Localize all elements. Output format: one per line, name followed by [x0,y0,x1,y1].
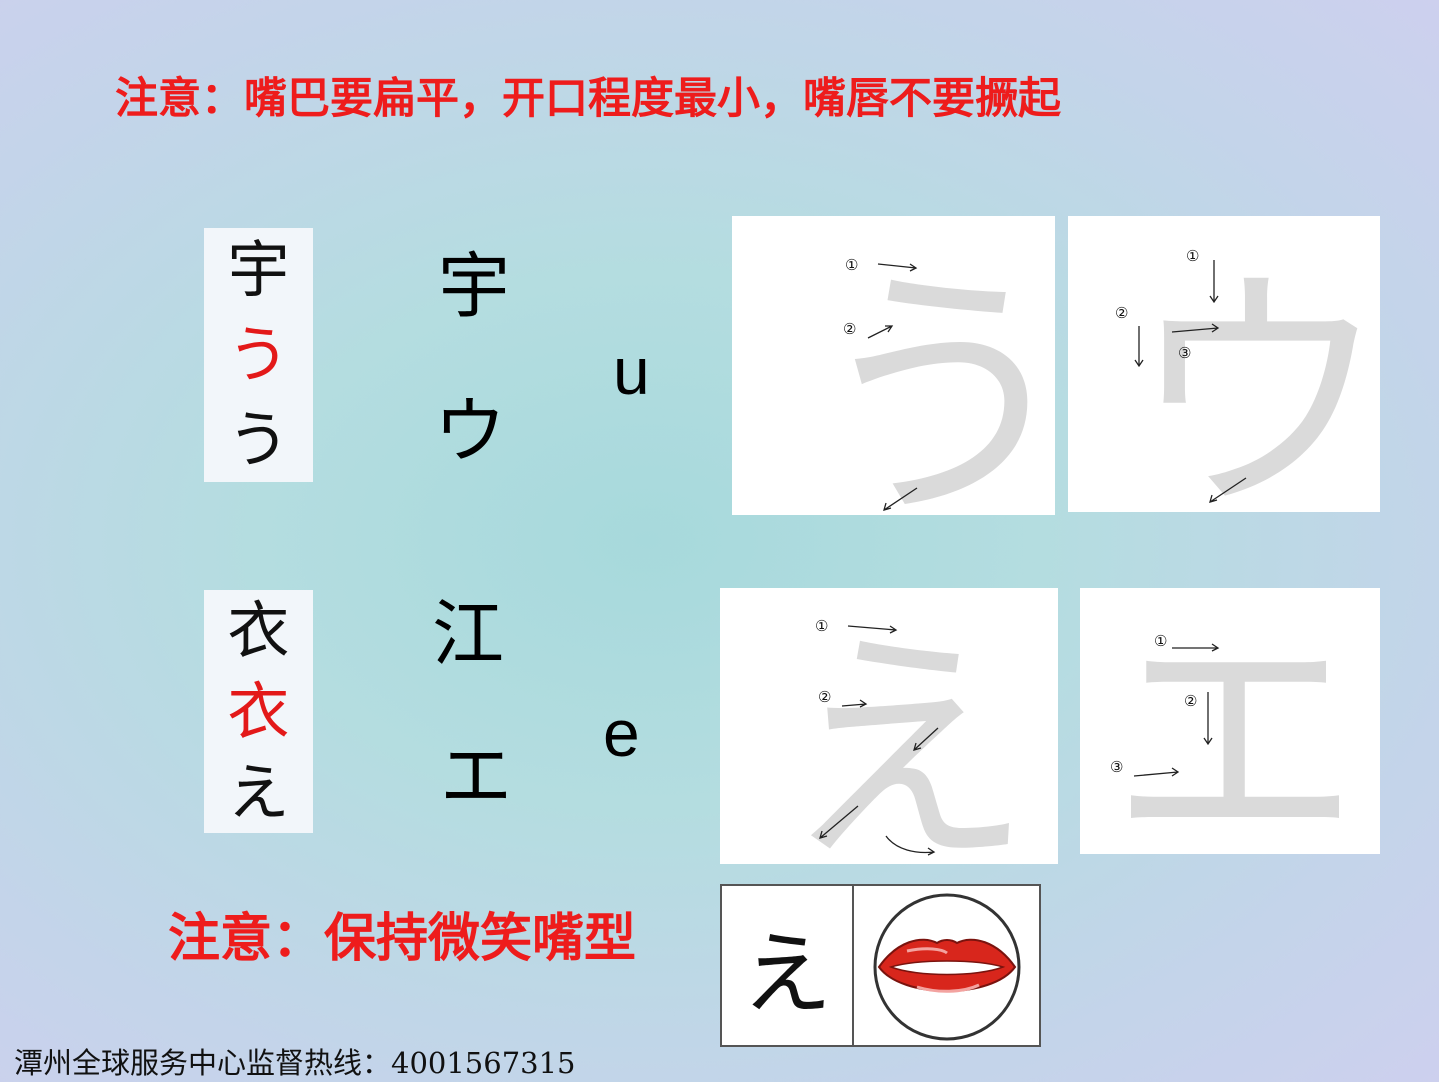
stroke-order-hiragana-e: え ① ② [720,588,1058,864]
origin-kanji: 衣 [227,593,290,667]
stroke-number: ② [843,321,856,338]
stroke-order-katakana-u: ウ ① ② ③ [1068,216,1380,512]
stroke-arrows [867,263,918,511]
romaji-u: u [613,334,650,408]
stroke-number: ② [818,689,831,706]
katakana-e: エ [440,734,513,818]
stroke-number: ② [1115,305,1128,322]
source-kanji-u: 宇 [438,244,511,328]
stroke-guide-glyph: え [782,606,1032,864]
katakana-u: ウ [434,389,507,473]
stroke-arrows [1133,643,1220,777]
character-origin-u: 宇 う う [204,228,313,482]
stroke-number: ② [1184,693,1197,710]
stroke-number: ① [1154,633,1167,650]
smiling-lips-icon [854,886,1039,1045]
stroke-number: ③ [1178,345,1191,362]
stroke-order-katakana-e: エ ① ② ③ [1080,588,1380,854]
stroke-number: ③ [1110,759,1123,776]
origin-kana: う [227,402,290,476]
stroke-guide-glyph: ウ [1128,246,1380,512]
stroke-number: ① [1186,248,1199,265]
service-hotline: 潭州全球服务中心监督热线：4001567315 [14,1046,576,1080]
mouth-shape-card: え [720,884,1041,1047]
source-kanji-e: 江 [432,592,505,676]
stroke-order-hiragana-u: う ① ② [732,216,1055,515]
stroke-number: ① [845,257,858,274]
stroke-guide-glyph: エ [1110,596,1360,854]
origin-kana: え [227,755,290,829]
origin-cursive: う [227,317,290,391]
origin-cursive: 衣 [227,674,290,748]
character-origin-e: 衣 衣 え [204,590,313,833]
stroke-guide-glyph: う [810,240,1055,515]
romaji-e: e [603,696,640,770]
stroke-arrows [819,625,939,856]
pronunciation-note-u: 注意：嘴巴要扁平，开口程度最小，嘴唇不要撅起 [115,74,1061,124]
stroke-number: ① [815,618,828,635]
origin-kanji: 宇 [227,233,290,307]
pronunciation-note-e: 注意：保持微笑嘴型 [168,909,637,969]
mouth-kana: え [722,886,854,1045]
stroke-arrows [1134,260,1247,503]
